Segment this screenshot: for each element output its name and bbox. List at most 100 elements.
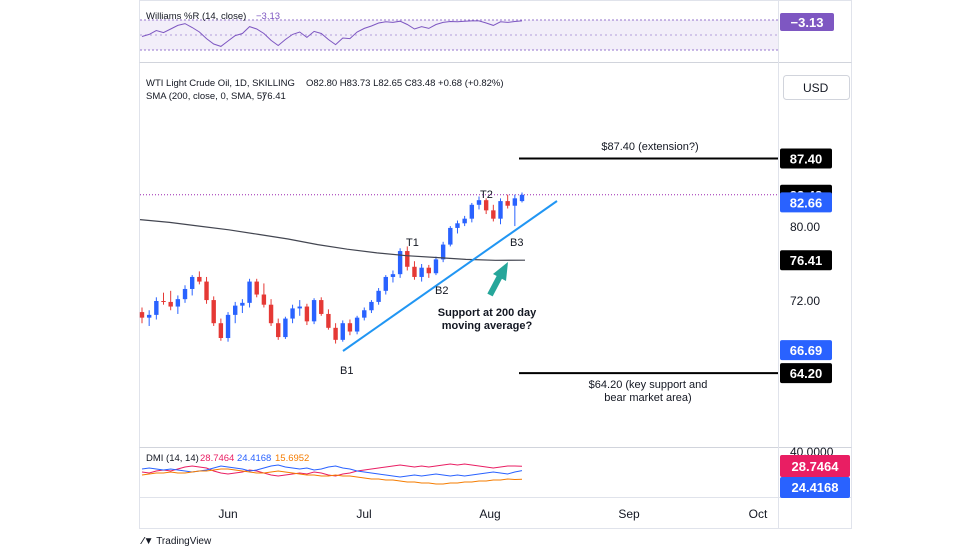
level-87-40-label: $87.40 (extension?)	[601, 141, 698, 153]
candle-body	[476, 200, 482, 205]
support-note-line2: moving average?	[442, 320, 533, 332]
x-tick-jul: Jul	[356, 507, 371, 521]
candle-body	[426, 267, 431, 274]
candle-body	[362, 310, 367, 318]
candle	[405, 246, 410, 271]
dmi-plus-badge	[780, 455, 850, 477]
candle	[354, 315, 360, 335]
dmi-plus-header: 28.7464	[200, 453, 234, 464]
x-tick-sep: Sep	[618, 507, 640, 521]
candle-body	[354, 317, 360, 332]
candle-body	[254, 281, 259, 295]
x-tick-jun: Jun	[218, 507, 237, 521]
currency-label: USD	[803, 81, 829, 95]
candle-body	[290, 308, 295, 319]
candle-body	[283, 318, 288, 338]
dmi-minus-line	[141, 464, 523, 478]
price-badge-value: 64.20	[790, 366, 823, 381]
currency-button[interactable]	[783, 75, 850, 100]
dmi-minus-header: 24.4168	[237, 453, 271, 464]
candle	[455, 220, 460, 234]
candle	[383, 275, 388, 295]
candle-body	[297, 306, 302, 309]
candle	[319, 297, 324, 316]
label-b3: B3	[510, 237, 523, 249]
candle	[469, 202, 475, 223]
level-64-20-label-2: bear market area)	[604, 392, 691, 404]
candle	[347, 319, 353, 336]
candle-body	[319, 300, 324, 314]
williams-badge-value: −3.13	[791, 15, 824, 30]
candle	[376, 288, 381, 305]
candle-body	[233, 305, 238, 315]
candle-body	[154, 301, 159, 315]
support-note-line1: Support at 200 day	[438, 307, 537, 319]
candle-body	[175, 299, 181, 307]
candle	[419, 264, 424, 282]
candle-body	[340, 323, 345, 340]
price-tick-80: 80.00	[790, 220, 820, 234]
williams-line	[141, 20, 523, 47]
label-t1: T1	[406, 237, 419, 249]
candle-body	[247, 281, 252, 303]
candle	[225, 312, 231, 342]
candle-body	[412, 266, 417, 277]
candle-body	[276, 323, 281, 338]
candle	[247, 278, 252, 308]
support-arrow	[487, 262, 508, 297]
label-t2: T2	[480, 189, 493, 201]
sma-header: SMA (200, close, 0, SMA, 5)	[146, 91, 265, 102]
candle	[426, 264, 431, 278]
candle-body	[448, 227, 453, 245]
tradingview-logo-icon: ⁄▼	[142, 536, 154, 547]
candle	[189, 275, 195, 296]
label-b1: B1	[340, 365, 353, 377]
price-badge-87-40: 87.40	[780, 148, 832, 169]
candle	[254, 278, 259, 298]
candle	[233, 301, 238, 324]
price-badge-value: 82.66	[790, 195, 823, 210]
candle	[448, 226, 453, 247]
candle-body	[225, 314, 231, 338]
dmi-minus-badge-value: 24.4168	[792, 480, 839, 495]
williams-header-value: −3.13	[256, 11, 280, 22]
label-b2: B2	[435, 285, 448, 297]
candle-body	[376, 290, 381, 302]
candle-body	[204, 281, 209, 301]
candle-body	[491, 210, 496, 219]
candle	[261, 283, 267, 308]
candle-body	[498, 201, 503, 219]
chart-frame	[139, 0, 852, 529]
candle	[182, 285, 188, 303]
candle-body	[182, 288, 188, 300]
candle	[268, 299, 274, 326]
candle	[326, 309, 331, 330]
williams-header: Williams %R (14, close)	[146, 11, 246, 22]
candle	[440, 241, 446, 263]
candle-body	[433, 259, 439, 274]
uptrend-line[interactable]	[342, 200, 558, 352]
candle-body	[326, 313, 331, 328]
candle	[146, 310, 152, 326]
symbol-header: WTI Light Crude Oil, 1D, SKILLING	[146, 78, 295, 89]
candle-body	[189, 276, 195, 289]
level-64-20-label: $64.20 (key support and	[589, 379, 708, 391]
candle	[161, 292, 166, 305]
candle-body	[390, 274, 396, 277]
candle	[519, 192, 525, 203]
dmi-adx-line	[141, 468, 523, 485]
candle-body	[505, 201, 510, 206]
candle-body	[369, 301, 374, 311]
dmi-adx-header: 15.6952	[275, 453, 309, 464]
candle	[276, 318, 281, 340]
candle-body	[469, 204, 475, 219]
candle	[304, 303, 310, 326]
tradingview-logo[interactable]: ⁄▼ TradingView	[142, 536, 211, 547]
candle	[483, 198, 489, 215]
candle-body	[218, 323, 224, 338]
sma-header-value: 76.41	[262, 91, 286, 102]
candle-body	[146, 314, 152, 318]
sma-200-line	[139, 219, 526, 261]
price-badge-value: 76.41	[790, 253, 823, 268]
